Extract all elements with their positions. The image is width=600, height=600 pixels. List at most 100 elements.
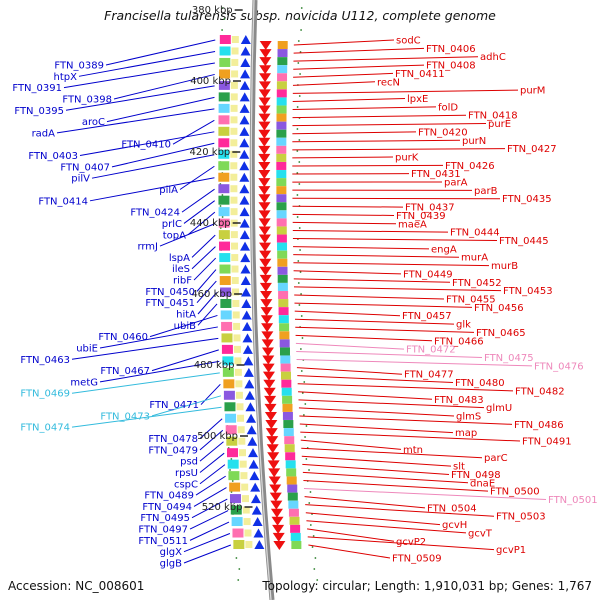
feature-arrow [248, 448, 259, 458]
feature-block [229, 494, 241, 504]
ring-dot [221, 216, 224, 218]
leader-ftn-0450 [196, 269, 217, 292]
feature-arrow [242, 321, 253, 331]
gene-label-adhc: adhC [480, 52, 506, 63]
feature-block [232, 528, 244, 538]
feature-block [218, 149, 230, 159]
leader-enga [293, 246, 430, 250]
feature-block [220, 287, 232, 297]
feature-arrow [260, 299, 273, 309]
feature-arrow [259, 57, 272, 67]
gene-label-ftn-0452: FTN_0452 [452, 278, 502, 289]
feature-block [282, 395, 293, 404]
gene-label-ftn-0495: FTN_0495 [140, 513, 190, 524]
leader-ftn-0467 [151, 349, 219, 372]
feature-arrow [242, 344, 253, 354]
feature-block [230, 231, 238, 239]
leader-rpsu [199, 452, 225, 473]
ring-dot [299, 271, 302, 273]
feature-block [289, 516, 300, 525]
gene-label-gcvh: gcvH [442, 520, 467, 531]
feature-block [278, 291, 289, 299]
feature-block [228, 471, 240, 481]
feature-arrow [258, 170, 271, 180]
gene-label-ftn-0494: FTN_0494 [142, 502, 192, 513]
gene-label-glms: glmS [456, 411, 481, 422]
feature-block [232, 311, 240, 319]
ring-dot [312, 535, 315, 537]
ring-dot [298, 139, 301, 141]
leader-ftn-0456 [294, 302, 473, 308]
feature-block [231, 242, 239, 250]
leader-ftn-0480 [297, 375, 454, 384]
ring-dot [296, 172, 299, 174]
feature-arrow [252, 517, 263, 527]
leader-prlc [183, 200, 215, 224]
leader-cspc [199, 464, 226, 485]
feature-block [237, 414, 245, 422]
gene-label-glk: glk [456, 320, 471, 331]
leader-glgx [183, 533, 231, 553]
leader-ftn-0406 [293, 47, 425, 54]
feature-block [230, 150, 238, 158]
feature-block [230, 505, 242, 515]
leader-ftn-0455 [294, 294, 445, 300]
gene-label-pila: pilA [159, 185, 178, 196]
gene-label-parc: parC [484, 453, 508, 464]
feature-arrow [258, 210, 271, 220]
feature-arrow [258, 186, 271, 196]
feature-arrow [241, 298, 252, 308]
map-title: Francisella tularensis subsp. novicida U… [104, 8, 496, 23]
leader-maea [292, 221, 397, 225]
feature-block [230, 127, 238, 135]
feature-arrow [258, 113, 271, 123]
gene-label-ftn-0479: FTN_0479 [148, 445, 198, 456]
feature-block [240, 472, 248, 480]
ring-dot [297, 62, 300, 64]
leader-ubie [99, 326, 218, 349]
feature-arrow [265, 420, 278, 430]
feature-block [283, 420, 294, 429]
ring-dot [296, 128, 299, 130]
ring-dot [308, 502, 311, 504]
feature-arrow [239, 184, 250, 194]
feature-block [276, 202, 287, 211]
feature-block [231, 517, 243, 527]
feature-block [222, 367, 234, 377]
feature-block [221, 333, 233, 343]
feature-arrow [264, 395, 277, 405]
feature-block [285, 460, 296, 469]
ring-dot [300, 370, 303, 372]
feature-block [287, 484, 298, 493]
feature-block [280, 371, 291, 380]
leader-slt [301, 455, 452, 467]
gene-label-purk: purK [395, 152, 419, 163]
feature-arrow [239, 207, 250, 217]
feature-block [236, 403, 244, 411]
feature-block [219, 241, 231, 251]
gene-features [218, 35, 302, 550]
ring-dot [300, 315, 303, 317]
gene-label-ftn-0489: FTN_0489 [144, 491, 194, 502]
ring-dot [301, 337, 304, 339]
feature-block [234, 368, 242, 376]
feature-block [219, 276, 231, 286]
gene-label-ftn-0501: FTN_0501 [548, 495, 598, 506]
feature-arrow [247, 436, 258, 446]
leader-purm [292, 89, 519, 94]
ring-dot [298, 227, 301, 229]
leader-ftn-0410 [172, 119, 215, 145]
feature-block [286, 476, 297, 485]
feature-block [218, 80, 230, 90]
feature-arrow [258, 202, 271, 212]
gene-label-mtn: mtn [403, 445, 423, 456]
feature-arrow [240, 35, 251, 44]
leader-murb [293, 262, 490, 267]
feature-arrow [242, 333, 253, 343]
feature-arrow [251, 505, 262, 515]
feature-block [276, 113, 287, 122]
gene-label-ftn-0431: FTN_0431 [411, 169, 461, 180]
gene-label-lspa: lspA [169, 253, 190, 264]
feature-block [276, 161, 287, 170]
feature-block [230, 81, 238, 89]
